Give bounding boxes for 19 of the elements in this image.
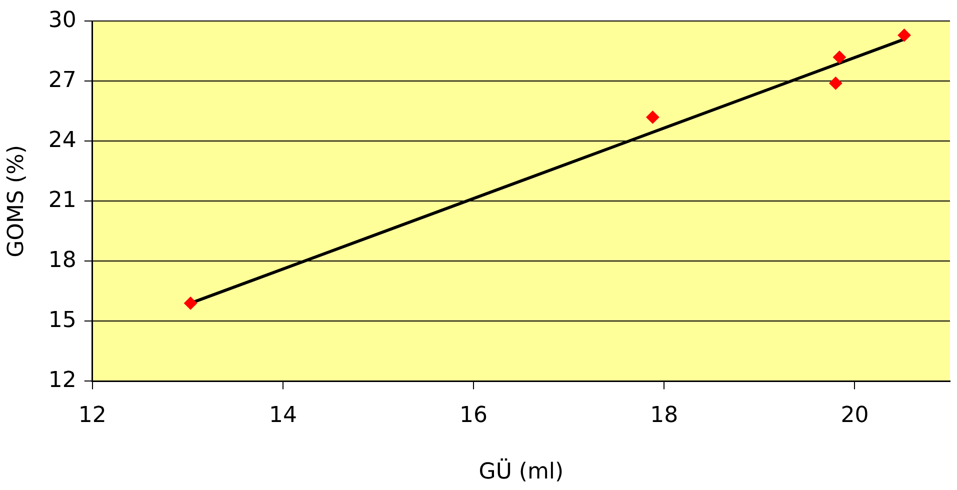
point — [646, 110, 660, 124]
x-tick-label: 20 — [840, 403, 869, 428]
x-tick-label: 16 — [460, 403, 488, 428]
y-tick-label: 15 — [48, 308, 76, 333]
y-tick-label: 27 — [48, 68, 76, 93]
y-tick-label: 12 — [48, 368, 76, 393]
point — [898, 28, 911, 42]
y-tick-label: 21 — [48, 188, 76, 213]
x-tick-label: 14 — [268, 403, 297, 428]
x-tick-label: 18 — [650, 403, 678, 428]
y-tick-label: 30 — [48, 8, 76, 33]
y-axis-title: GOMS (%) — [4, 145, 29, 258]
x-tick-label: 12 — [78, 403, 106, 428]
y-tick-label: 24 — [48, 128, 76, 153]
point — [184, 296, 198, 310]
x-axis-title: GÜ (ml) — [478, 458, 564, 485]
point — [829, 76, 842, 90]
point — [832, 50, 846, 64]
y-tick-label: 18 — [48, 248, 76, 273]
